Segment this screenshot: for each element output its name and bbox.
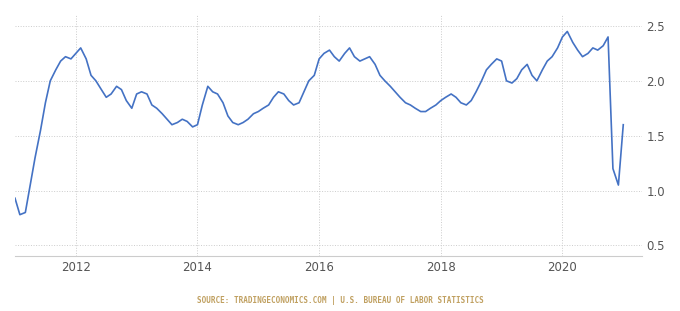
Text: SOURCE: TRADINGECONOMICS.COM | U.S. BUREAU OF LABOR STATISTICS: SOURCE: TRADINGECONOMICS.COM | U.S. BURE… <box>197 296 483 305</box>
